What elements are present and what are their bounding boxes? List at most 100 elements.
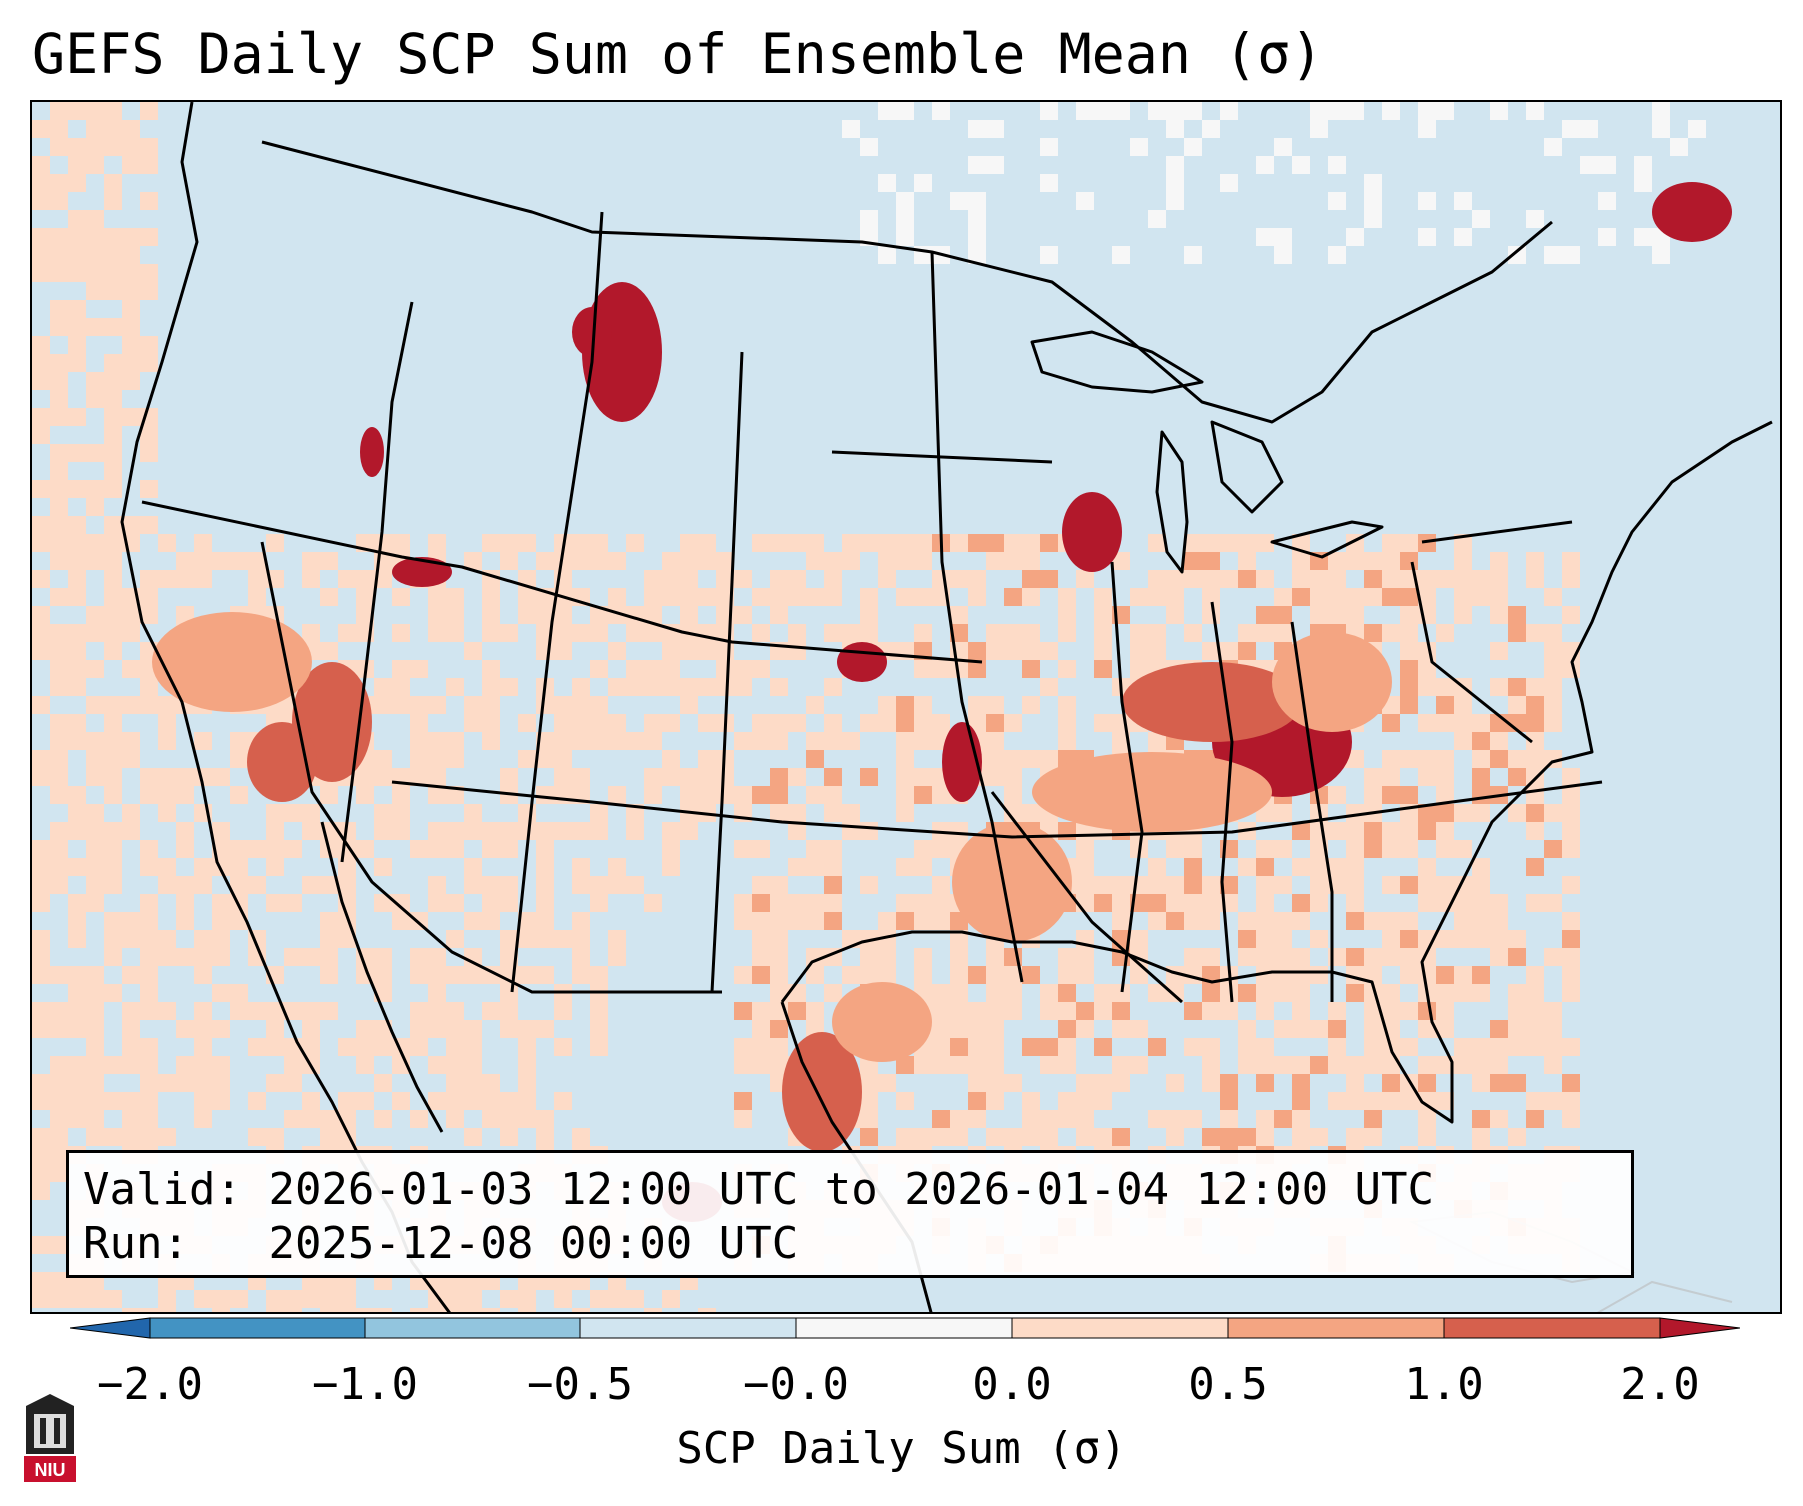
field-cell: [860, 876, 878, 894]
field-cell: [122, 408, 140, 426]
field-cell: [914, 174, 932, 192]
field-cell: [1562, 930, 1580, 948]
field-cell: [1436, 570, 1454, 588]
field-cell: [1166, 192, 1184, 210]
field-cell: [1184, 876, 1202, 894]
field-cell: [122, 156, 140, 174]
field-cell: [1562, 786, 1580, 804]
field-cell: [608, 858, 626, 876]
field-cell: [68, 228, 86, 246]
field-cell: [1562, 246, 1580, 264]
field-cell: [950, 1038, 968, 1056]
field-cell: [1148, 570, 1166, 588]
field-cell: [266, 858, 284, 876]
field-cell: [392, 894, 410, 912]
field-cell: [1526, 1002, 1544, 1020]
field-cell: [86, 624, 104, 642]
field-cell: [50, 534, 68, 552]
field-cell: [554, 1290, 572, 1308]
field-cell: [284, 1074, 302, 1092]
field-cell: [1418, 120, 1436, 138]
field-cell: [1418, 822, 1436, 840]
field-cell: [140, 588, 158, 606]
map-panel: [30, 100, 1782, 1314]
field-cell: [518, 930, 536, 948]
field-cell: [50, 732, 68, 750]
field-cell: [1130, 624, 1148, 642]
field-cell: [86, 156, 104, 174]
field-cell: [338, 930, 356, 948]
field-cell: [1112, 732, 1130, 750]
field-cell: [86, 966, 104, 984]
field-cell: [950, 1056, 968, 1074]
field-cell: [122, 1020, 140, 1038]
field-cell: [914, 624, 932, 642]
field-cell: [752, 786, 770, 804]
field-cell: [248, 1092, 266, 1110]
field-cell: [500, 876, 518, 894]
field-cell: [176, 570, 194, 588]
field-cell: [1346, 228, 1364, 246]
field-cell: [1256, 966, 1274, 984]
field-cell: [194, 1290, 212, 1308]
field-cell: [680, 678, 698, 696]
field-cell: [428, 948, 446, 966]
field-cell: [788, 714, 806, 732]
field-cell: [104, 696, 122, 714]
field-cell: [140, 912, 158, 930]
field-cell: [1400, 588, 1418, 606]
field-cell: [122, 228, 140, 246]
field-cell: [1526, 102, 1544, 120]
field-cell: [1400, 678, 1418, 696]
field-cell: [1400, 1092, 1418, 1110]
field-cell: [986, 966, 1004, 984]
field-cell: [644, 714, 662, 732]
field-cell: [806, 552, 824, 570]
field-cell: [374, 534, 392, 552]
field-cell: [1184, 246, 1202, 264]
field-cell: [608, 786, 626, 804]
field-cell: [680, 552, 698, 570]
field-cell: [950, 1020, 968, 1038]
field-cell: [842, 732, 860, 750]
field-cell: [608, 678, 626, 696]
field-cell: [1364, 822, 1382, 840]
field-cell: [86, 138, 104, 156]
field-cell: [356, 570, 374, 588]
field-cell: [284, 1308, 302, 1312]
field-cell: [1166, 120, 1184, 138]
field-cell: [1472, 1128, 1490, 1146]
field-cell: [1058, 1056, 1076, 1074]
field-cell: [500, 822, 518, 840]
field-cell: [122, 300, 140, 318]
field-cell: [32, 750, 50, 768]
field-cell: [1382, 768, 1400, 786]
field-cell: [1508, 1128, 1526, 1146]
field-cell: [50, 750, 68, 768]
field-cell: [320, 1308, 338, 1312]
field-cell: [140, 1074, 158, 1092]
field-cell: [428, 732, 446, 750]
field-cell: [32, 606, 50, 624]
field-cell: [1508, 606, 1526, 624]
field-cell: [1256, 876, 1274, 894]
field-cell: [1508, 678, 1526, 696]
field-cell: [86, 858, 104, 876]
field-cell: [1508, 1020, 1526, 1038]
field-cell: [50, 858, 68, 876]
field-cell: [1490, 750, 1508, 768]
field-cell: [1472, 1056, 1490, 1074]
field-cell: [1436, 1092, 1454, 1110]
field-cell: [770, 966, 788, 984]
field-cell: [464, 876, 482, 894]
field-cell: [1400, 966, 1418, 984]
field-cell: [986, 120, 1004, 138]
field-cell: [392, 588, 410, 606]
field-cell: [410, 768, 428, 786]
field-cell: [1022, 660, 1040, 678]
anomaly-area: [1032, 752, 1272, 832]
field-cell: [878, 948, 896, 966]
field-cell: [644, 678, 662, 696]
anomaly-area: [572, 307, 612, 357]
field-cell: [482, 696, 500, 714]
